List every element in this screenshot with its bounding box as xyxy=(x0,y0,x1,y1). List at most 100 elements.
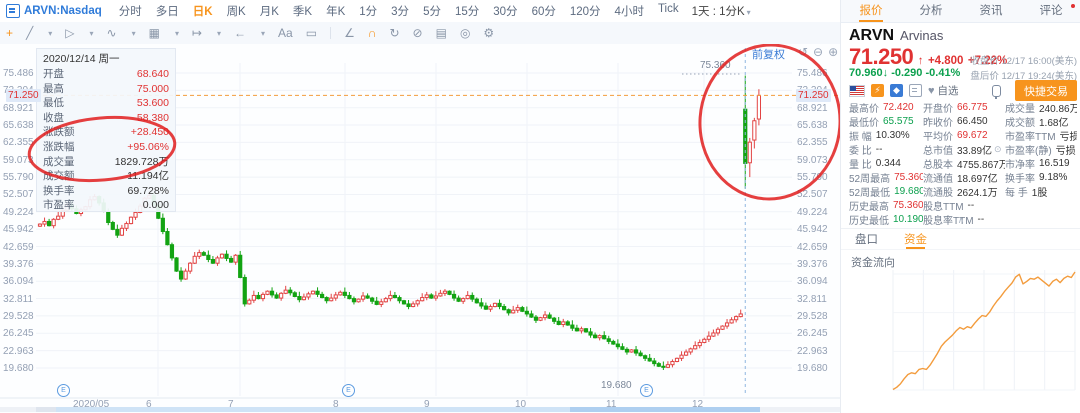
info-icon: ⊙ xyxy=(994,144,1002,155)
y-axis-label: 75.486 xyxy=(797,68,828,79)
y-axis-label: 75.486 xyxy=(3,68,34,79)
y-axis-label: 42.659 xyxy=(797,241,828,253)
timeframe-Tick[interactable]: Tick xyxy=(657,3,679,15)
pennant-tool-icon[interactable]: ▷ xyxy=(65,26,75,40)
timeframe-120分[interactable]: 120分 xyxy=(569,6,601,18)
trend-line-tool-icon[interactable]: ╱ xyxy=(26,26,34,40)
angle-tool-icon[interactable]: ∠ xyxy=(344,26,355,40)
compare-tool-icon[interactable]: ◎ xyxy=(459,26,471,40)
timeframe-4小时[interactable]: 4小时 xyxy=(614,6,644,18)
timeframe-分时[interactable]: 分时 xyxy=(118,6,142,18)
tooltip-row: 最高 75.000 xyxy=(43,82,169,95)
y-axis-label: 68.921 xyxy=(797,102,828,114)
price-line: 71.250 ↑ +4.800 +7.22% 收盘价 12/17 16:00(美… xyxy=(849,44,1077,69)
subtab-盘口[interactable]: 盘口 xyxy=(855,234,878,246)
quote-cell: 52周最低 19.680 xyxy=(849,185,923,199)
candlestick-chart[interactable]: 2020/12/14 周一 开盘 68.640 最高 75.000 最低 53.600 收盘… xyxy=(0,44,840,413)
x-axis-label: 11 xyxy=(606,399,617,410)
settings-tool-icon[interactable]: ⚙ xyxy=(483,26,495,40)
layout-grid-icon[interactable] xyxy=(6,4,20,18)
panel-tab-资讯[interactable]: 资讯 xyxy=(979,5,1003,17)
y-axis-label: 22.963 xyxy=(3,345,34,357)
drawing-toolbar: + ╱ ▾ ▷ ▾ ∿ ▾ ▦ ▾ ↦ ▾ ← ▾ Aa ▭ ∠ ∩ ↻ ⊘ ▤ ◎ ⚙ xyxy=(0,22,846,45)
y-axis-label: 68.921 xyxy=(3,102,34,114)
adjust-mode-label[interactable]: 前复权 xyxy=(752,49,785,61)
high-price-marker: 75.360 xyxy=(700,60,731,71)
watchlist-button[interactable]: ♥ 自选 xyxy=(928,84,959,98)
quote-cell: 市盈率TTM 亏损 xyxy=(1005,132,1077,143)
collapse-chevron-icon[interactable]: ∧ xyxy=(957,215,965,225)
y-axis-label: 49.224 xyxy=(3,206,34,218)
comment-tool-icon[interactable]: ▭ xyxy=(305,26,318,40)
quote-cell: 流通股 2624.1万 xyxy=(923,187,998,199)
hide-tool-icon[interactable]: ⊘ xyxy=(412,26,423,40)
notification-dot xyxy=(1071,4,1075,8)
earnings-event-icon[interactable]: E xyxy=(57,384,70,397)
stock-title: ARVN Arvinas xyxy=(849,27,943,45)
quote-panel: 报价 分析 资讯 评论 ARVN Arvinas 71.250 ↑ +4.800 +7.… xyxy=(840,0,1080,413)
quote-cell: 成交量 240.86万 xyxy=(1005,104,1077,115)
timeframe-1分[interactable]: 1分 xyxy=(359,6,378,18)
y-axis-label: 55.790 xyxy=(797,172,828,184)
earnings-event-icon[interactable]: E xyxy=(640,384,653,397)
x-axis-label: 12 xyxy=(692,399,704,410)
magnet-tool-icon[interactable]: ∩ xyxy=(367,26,377,40)
y-axis-label: 65.638 xyxy=(3,120,34,132)
quote-cell: 昨收价 66.450 xyxy=(923,116,988,129)
quote-cell: 历史最高 75.360 xyxy=(849,199,923,213)
money-flow-chart xyxy=(892,270,1076,391)
pattern-tool-icon[interactable]: ▦ xyxy=(148,26,160,40)
current-price-tag-right: 71.250 xyxy=(796,88,831,102)
x-axis-label: 2020/05 xyxy=(73,399,110,410)
wave-tool-icon[interactable]: ∿ xyxy=(106,26,117,40)
chart-range-scrollbar[interactable] xyxy=(0,407,840,412)
quick-trade-button[interactable]: 快捷交易 xyxy=(1015,80,1077,101)
y-axis-label: 32.811 xyxy=(3,293,33,305)
move-tool-icon[interactable]: + xyxy=(6,26,14,40)
x-axis-label: 9 xyxy=(424,399,430,410)
timeframe-多日[interactable]: 多日 xyxy=(155,6,179,18)
earnings-event-icon[interactable]: E xyxy=(342,384,355,397)
multi-period-select[interactable]: 1天 : 1分K ▾ xyxy=(691,6,751,18)
timeframe-5分[interactable]: 5分 xyxy=(423,6,441,18)
refresh-tool-icon[interactable]: ↻ xyxy=(389,26,400,40)
money-flow-title: 资金流向 xyxy=(851,257,895,269)
timeframe-周K[interactable]: 周K xyxy=(226,6,246,18)
x-axis-label: 10 xyxy=(515,399,527,410)
chart-zoom-icons[interactable]: ↺⊖⊕ xyxy=(798,45,844,59)
panel-tab-报价[interactable]: 报价 xyxy=(841,0,901,22)
symbol-label[interactable]: ARVN:Nasdaq xyxy=(24,5,102,17)
y-axis-label: 52.507 xyxy=(797,189,828,201)
timeframe-日K[interactable]: 日K xyxy=(192,6,213,18)
y-axis-label: 32.811 xyxy=(797,293,827,305)
after-change: -0.290 xyxy=(891,67,923,79)
panel-tab-评论[interactable]: 评论 xyxy=(1021,0,1080,22)
timeframe-15分[interactable]: 15分 xyxy=(454,6,480,18)
voice-icon[interactable] xyxy=(992,84,1001,99)
timeframe-年K[interactable]: 年K xyxy=(326,6,346,18)
lightning-badge-icon: ⚡ xyxy=(871,84,884,97)
y-axis-label: 52.507 xyxy=(3,189,34,201)
delete-tool-icon[interactable]: ▤ xyxy=(435,26,447,40)
stock-code: ARVN xyxy=(849,27,895,44)
timeframe-30分[interactable]: 30分 xyxy=(493,6,518,18)
down-arrow-icon: ↓ xyxy=(882,67,889,79)
notes-icon[interactable] xyxy=(909,84,922,97)
subtab-资金[interactable]: 资金 xyxy=(904,229,927,249)
price-change: +4.800 xyxy=(927,55,964,67)
measure-tool-icon[interactable]: ↦ xyxy=(191,26,203,40)
timeframe-60分[interactable]: 60分 xyxy=(531,6,556,18)
us-flag-icon xyxy=(849,84,865,97)
timeframe-3分[interactable]: 3分 xyxy=(391,6,410,18)
quote-cell: 平均价 69.672 xyxy=(923,130,988,143)
timeframe-月K[interactable]: 月K xyxy=(259,6,279,18)
after-price: 70.960 xyxy=(849,67,883,79)
after-hours-line: 70.960↓ -0.290 -0.41% 盘后价 12/17 19:24(美东… xyxy=(849,67,1077,82)
timeframe-季K[interactable]: 季K xyxy=(292,6,313,18)
quote-cell: 流通值 18.697亿 xyxy=(923,173,998,185)
depth-funds-tabs: 盘口 资金 xyxy=(841,228,1080,250)
panel-tab-分析[interactable]: 分析 xyxy=(919,5,943,17)
panel-tabs: 报价 分析 资讯 评论 xyxy=(841,0,1080,23)
arrow-tool-icon[interactable]: ← xyxy=(234,26,247,40)
text-tool-icon[interactable]: Aa xyxy=(278,26,293,40)
